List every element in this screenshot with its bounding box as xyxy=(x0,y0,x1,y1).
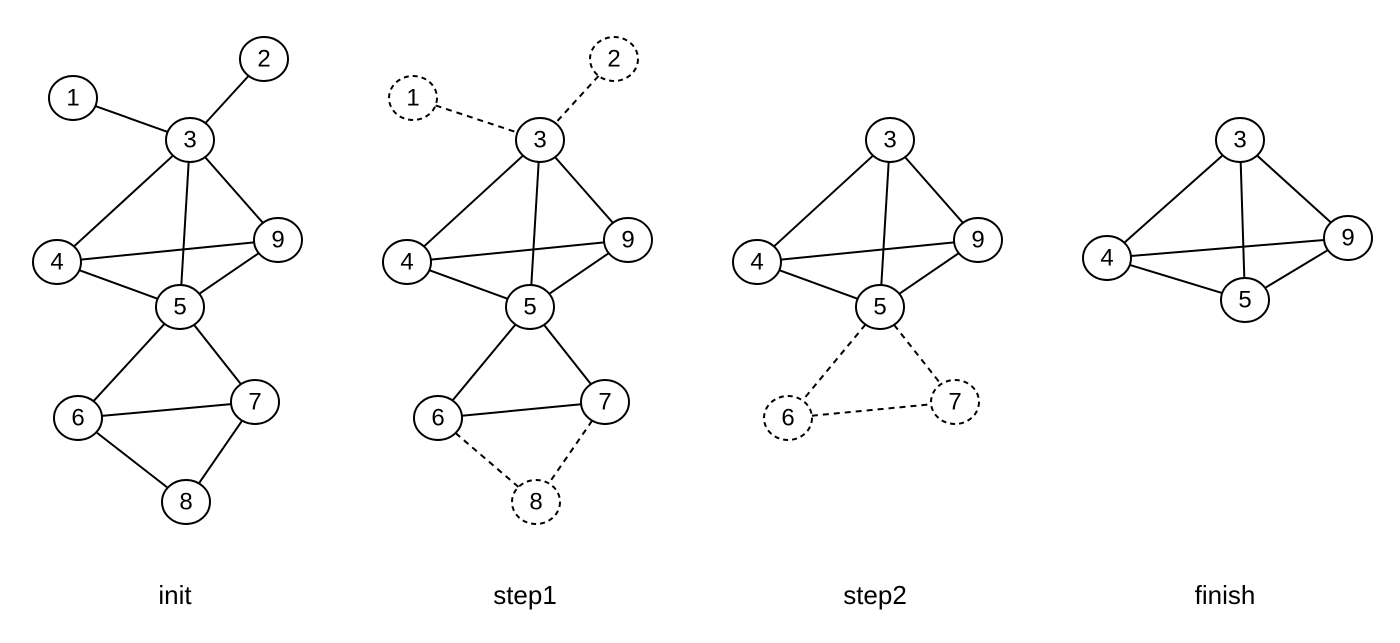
edges xyxy=(1124,155,1331,293)
panel-label-init: init xyxy=(0,580,350,611)
node-label-1: 1 xyxy=(66,85,79,112)
node-label-3: 3 xyxy=(1233,127,1246,154)
node-label-3: 3 xyxy=(883,127,896,154)
node-label-7: 7 xyxy=(598,389,611,416)
edge-7-8 xyxy=(549,421,592,484)
edge-3-4 xyxy=(424,156,523,247)
edge-3-9 xyxy=(905,157,963,223)
node-label-5: 5 xyxy=(173,294,186,321)
edge-3-4 xyxy=(774,156,873,247)
edge-6-8 xyxy=(456,433,519,487)
panel-finish: 3 4 9 5 xyxy=(1083,118,1372,322)
node-label-7: 7 xyxy=(948,389,961,416)
node-label-8: 8 xyxy=(179,489,192,516)
node-label-3: 3 xyxy=(533,127,546,154)
edge-5-7 xyxy=(194,325,241,384)
edge-5-6 xyxy=(803,325,866,401)
node-label-4: 4 xyxy=(750,249,763,276)
edge-4-5 xyxy=(779,270,857,299)
node-label-8: 8 xyxy=(529,489,542,516)
edge-2-3 xyxy=(205,76,248,123)
node-label-6: 6 xyxy=(431,405,444,432)
edge-1-3 xyxy=(95,106,167,132)
panel-label-step2: step2 xyxy=(700,580,1050,611)
edge-5-6 xyxy=(453,325,516,401)
node-label-4: 4 xyxy=(50,249,63,276)
node-label-5: 5 xyxy=(1238,287,1251,314)
edge-3-4 xyxy=(74,156,173,247)
edge-4-9 xyxy=(781,242,954,259)
node-label-7: 7 xyxy=(248,389,261,416)
edge-6-7 xyxy=(812,404,931,415)
edge-7-8 xyxy=(199,421,242,484)
edge-4-9 xyxy=(81,242,254,259)
edge-4-9 xyxy=(431,242,604,259)
edge-1-3 xyxy=(436,105,518,132)
edge-5-7 xyxy=(894,325,941,384)
panel-label-finish: finish xyxy=(1050,580,1400,611)
edge-4-5 xyxy=(429,270,507,299)
edge-3-9 xyxy=(555,157,613,223)
node-label-2: 2 xyxy=(607,46,620,73)
node-label-9: 9 xyxy=(271,227,284,254)
nodes: 1 2 3 4 9 5 6 7 8 xyxy=(383,37,652,524)
edge-4-9 xyxy=(1131,240,1324,256)
node-label-9: 9 xyxy=(621,227,634,254)
edge-4-5 xyxy=(1130,265,1222,293)
edge-5-6 xyxy=(93,324,164,401)
node-label-4: 4 xyxy=(1100,245,1113,272)
edge-3-9 xyxy=(205,157,263,223)
node-label-5: 5 xyxy=(873,294,886,321)
edge-2-3 xyxy=(555,76,598,123)
node-label-9: 9 xyxy=(1341,225,1354,252)
node-label-6: 6 xyxy=(781,405,794,432)
node-label-6: 6 xyxy=(71,405,84,432)
edge-3-5 xyxy=(531,162,538,285)
node-label-4: 4 xyxy=(400,249,413,276)
panel-label-step1: step1 xyxy=(350,580,700,611)
edge-3-5 xyxy=(881,162,888,285)
graph-diagram: 1 2 3 4 9 5 6 7 8 1 2 3 4 9 5 6 7 8 3 4 9 5 6 7 3 4 9 5 xyxy=(0,0,1400,643)
edge-4-5 xyxy=(79,270,157,299)
edge-3-9 xyxy=(1257,155,1331,222)
node-label-5: 5 xyxy=(523,294,536,321)
edge-9-5 xyxy=(1265,250,1328,288)
edge-6-7 xyxy=(102,404,231,416)
edge-6-8 xyxy=(96,432,167,488)
edge-9-5 xyxy=(549,253,609,294)
edges xyxy=(774,156,963,416)
edge-3-5 xyxy=(181,162,188,285)
edge-3-4 xyxy=(1124,155,1223,242)
panel-step1: 1 2 3 4 9 5 6 7 8 xyxy=(383,37,652,524)
node-label-3: 3 xyxy=(183,127,196,154)
node-label-2: 2 xyxy=(257,46,270,73)
edge-5-7 xyxy=(544,325,591,384)
panel-init: 1 2 3 4 9 5 6 7 8 xyxy=(33,37,302,524)
node-label-1: 1 xyxy=(406,85,419,112)
nodes: 1 2 3 4 9 5 6 7 8 xyxy=(33,37,302,524)
panel-step2: 3 4 9 5 6 7 xyxy=(733,118,1002,440)
edge-9-5 xyxy=(899,253,959,294)
node-label-9: 9 xyxy=(971,227,984,254)
edge-3-5 xyxy=(1241,162,1245,278)
edge-9-5 xyxy=(199,253,259,294)
nodes: 3 4 9 5 6 7 xyxy=(733,118,1002,440)
edge-6-7 xyxy=(462,404,581,415)
